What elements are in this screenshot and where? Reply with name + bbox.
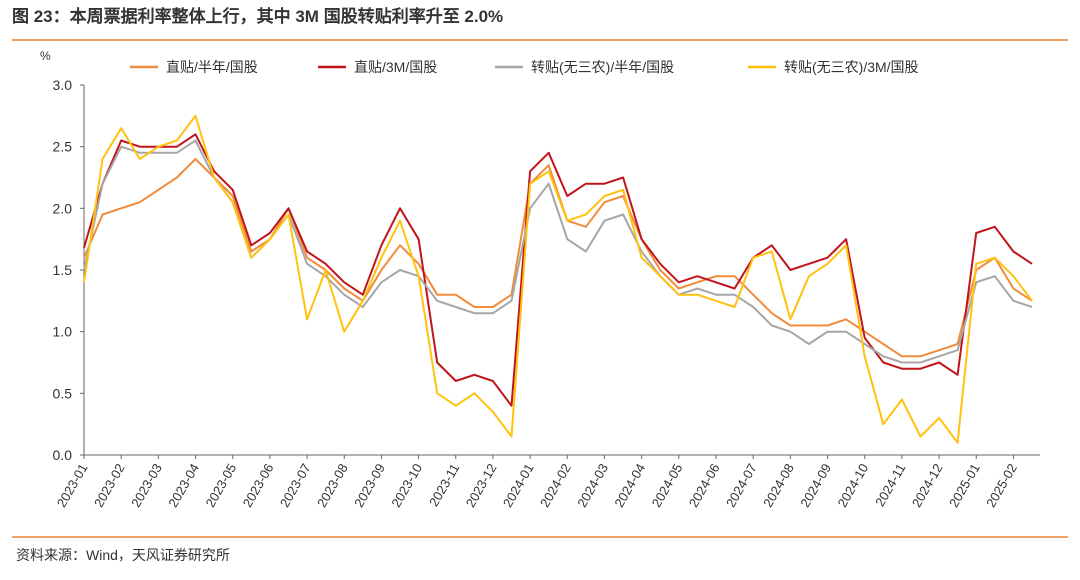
x-tick-label: 2024-06 [686,461,723,510]
y-tick-label: 0.5 [53,385,73,401]
x-tick-label: 2024-09 [797,461,834,510]
series-line [83,133,1033,407]
x-tick-label: 2023-03 [128,461,165,510]
x-tick-label: 2024-02 [537,461,574,510]
y-tick-label: 0.0 [53,447,73,463]
x-tick-label: 2024-12 [909,461,946,510]
y-tick-label: 2.5 [53,139,73,155]
x-tick-label: 2023-01 [54,461,91,510]
y-tick-label: 1.5 [53,262,73,278]
x-tick-label: 2024-05 [649,461,686,510]
y-unit: % [40,49,51,63]
legend-label: 转贴(无三农)/3M/国股 [784,59,919,75]
source: 资料来源：Wind，天风证券研究所 [16,547,230,563]
y-tick-label: 2.0 [53,200,73,216]
x-tick-label: 2023-09 [351,461,388,510]
x-tick-label: 2023-11 [426,461,462,509]
x-tick-label: 2024-11 [872,461,908,509]
x-tick-label: 2023-06 [240,461,277,510]
legend-label: 直贴/半年/国股 [166,59,258,75]
y-tick-label: 3.0 [53,77,73,93]
x-tick-label: 2023-05 [202,461,239,510]
legend-label: 转贴(无三农)/半年/国股 [531,59,674,75]
x-tick-label: 2023-07 [277,461,314,510]
chart-title: 图 23：本周票据利率整体上行，其中 3M 国股转贴利率升至 2.0% [12,6,503,26]
x-tick-label: 2023-12 [463,461,500,510]
x-tick-label: 2023-02 [91,461,128,510]
x-tick-label: 2025-01 [946,461,983,510]
x-tick-label: 2024-04 [611,461,648,510]
x-tick-label: 2023-08 [314,461,351,510]
x-tick-label: 2024-08 [760,461,797,510]
x-tick-label: 2024-07 [723,461,760,510]
y-tick-label: 1.0 [53,324,73,340]
series-line [83,158,1033,358]
x-tick-label: 2024-10 [834,461,871,510]
series-line [83,114,1033,444]
legend-label: 直贴/3M/国股 [354,59,437,75]
x-tick-label: 2024-01 [500,461,537,510]
x-tick-label: 2025-02 [983,461,1020,510]
x-tick-label: 2023-04 [165,461,202,510]
x-tick-label: 2024-03 [574,461,611,510]
x-tick-label: 2023-10 [388,461,425,510]
